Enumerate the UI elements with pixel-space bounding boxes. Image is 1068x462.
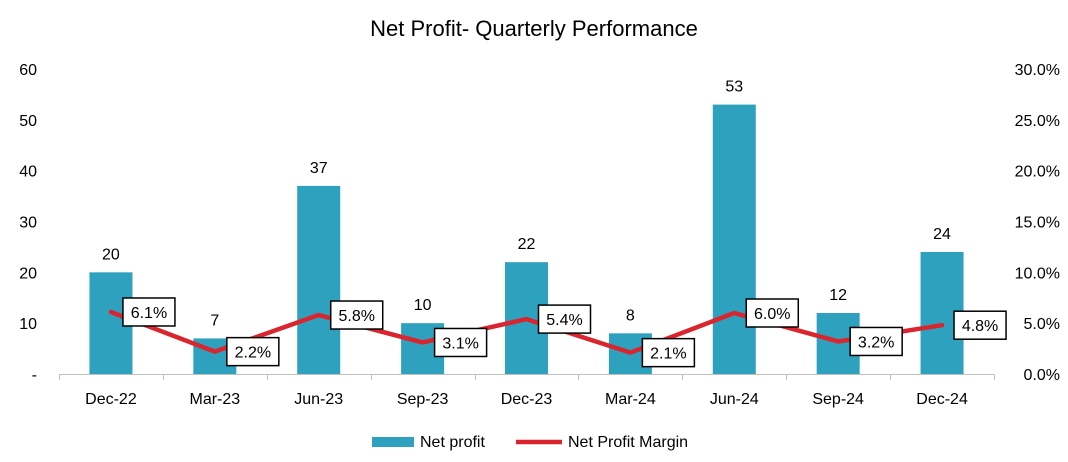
bar-net-profit	[297, 185, 341, 374]
margin-value-label: 3.2%	[858, 334, 894, 351]
y-left-tick-label: 60	[19, 62, 37, 79]
legend-swatch-net-profit	[372, 437, 414, 447]
x-tick-label: Sep-24	[812, 391, 864, 408]
x-tick-label: Sep-23	[397, 391, 449, 408]
bar-net-profit	[712, 104, 756, 374]
x-tick-label: Dec-23	[501, 391, 553, 408]
bar-value-label: 53	[725, 79, 743, 96]
x-tick-label: Dec-24	[916, 391, 968, 408]
axes-group: Dec-22 Mar-23 Jun-23 Sep-23 Dec-23 Mar-24 Jun-…	[19, 62, 1060, 408]
margin-label-box	[226, 336, 280, 367]
margin-value-label: 6.0%	[754, 306, 790, 323]
bar-value-label: 7	[210, 312, 219, 329]
y-left-tick-label: 50	[19, 113, 37, 130]
bar-value-label: 8	[626, 307, 635, 324]
chart-title: Net Profit- Quarterly Performance	[370, 16, 698, 41]
bar-value-label: 12	[829, 287, 847, 304]
y-right-tick-label: 30.0%	[1015, 62, 1060, 79]
margin-label-box	[329, 300, 384, 330]
y-right-tick-label: 5.0%	[1024, 316, 1060, 333]
legend-label-margin: Net Profit Margin	[568, 434, 688, 451]
y-right-tick-label: 20.0%	[1015, 164, 1060, 181]
legend: Net profit Net Profit Margin	[372, 434, 688, 451]
margin-label-box	[122, 297, 176, 327]
margin-label-box	[849, 326, 903, 357]
y-right-tick-label: 10.0%	[1015, 265, 1060, 282]
margin-value-label: 2.2%	[235, 345, 271, 362]
y-left-tick-label: 30	[19, 215, 37, 232]
bar-value-label: 37	[310, 160, 328, 177]
margin-label-box	[433, 327, 488, 358]
x-tick-label: Jun-23	[294, 391, 343, 408]
margin-value-label: 2.1%	[650, 346, 686, 363]
x-tick-label: Mar-24	[605, 391, 656, 408]
y-left-tick-label: 40	[19, 164, 37, 181]
margin-label-box	[537, 304, 592, 334]
x-tick-label: Mar-23	[189, 391, 240, 408]
bar-value-label: 10	[414, 297, 432, 314]
x-tick-label: Jun-24	[710, 391, 759, 408]
margin-value-label: 3.1%	[442, 335, 478, 352]
x-tick-label: Dec-22	[85, 391, 137, 408]
bar-value-label: 24	[933, 226, 951, 243]
data-labels: 20 7 37 10 22 8 53 12 24 6.1% 2.2% 5.8% 3.1% 5.4% 2.1%…	[102, 79, 1007, 368]
margin-label-box	[953, 310, 1007, 340]
y-right-tick-label: 25.0%	[1015, 113, 1060, 130]
y-left-tick-label: -	[32, 367, 37, 384]
margin-value-label: 5.4%	[546, 312, 582, 329]
margin-value-label: 4.8%	[962, 318, 998, 335]
y-left-tick-label: 20	[19, 265, 37, 282]
margin-value-label: 6.1%	[131, 305, 167, 322]
bar-value-label: 20	[102, 246, 120, 263]
y-left-tick-label: 10	[19, 316, 37, 333]
margin-label-box	[745, 298, 800, 328]
margin-value-label: 5.8%	[338, 308, 374, 325]
y-right-tick-label: 15.0%	[1015, 215, 1060, 232]
y-right-tick-label: 0.0%	[1024, 367, 1060, 384]
legend-label-net-profit: Net profit	[420, 434, 485, 451]
bar-value-label: 22	[518, 236, 536, 253]
margin-label-box	[641, 337, 696, 368]
